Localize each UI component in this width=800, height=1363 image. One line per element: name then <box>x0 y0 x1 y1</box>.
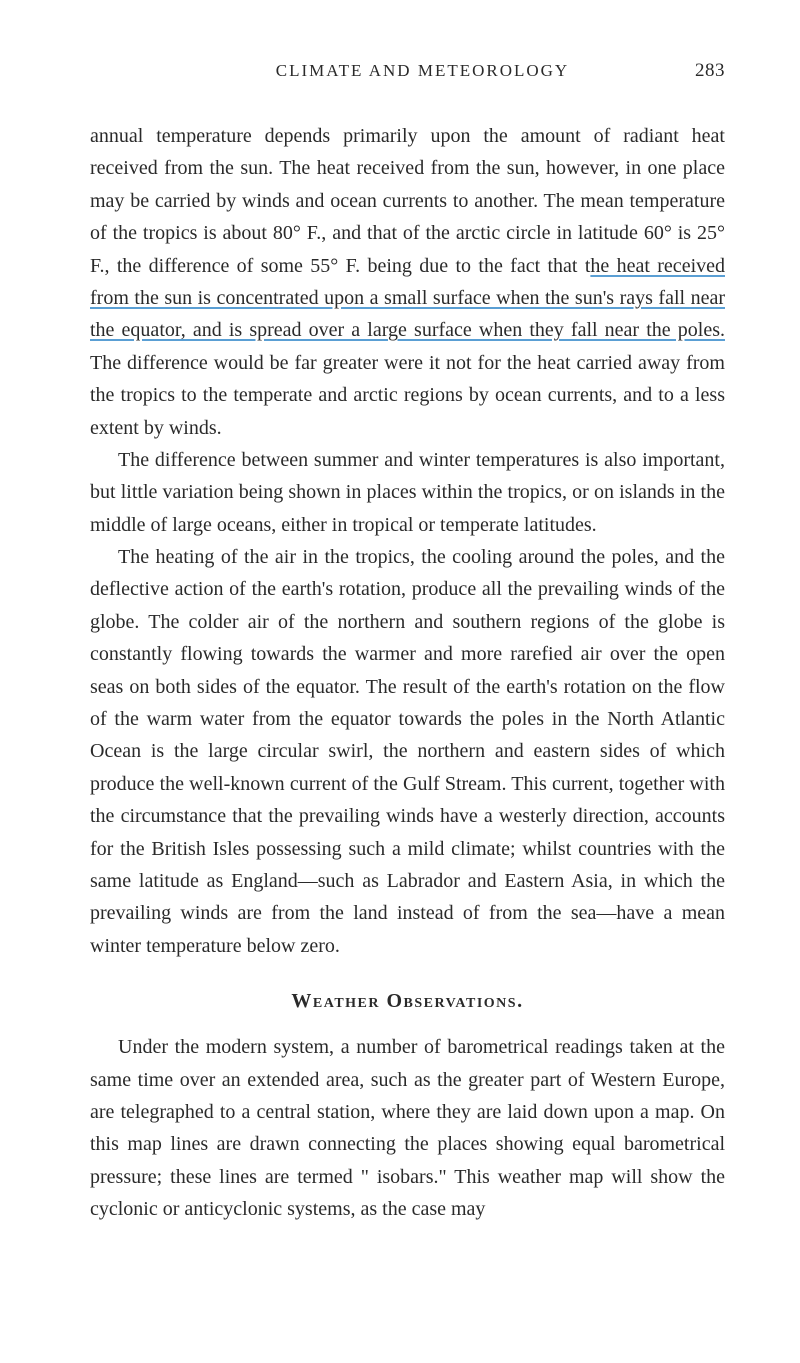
running-title: CLIMATE AND METEOROLOGY <box>90 61 695 81</box>
paragraph-2: The difference between summer and winter… <box>90 444 725 541</box>
page-content: annual temperature depends primarily upo… <box>90 120 725 1226</box>
paragraph-3: The heating of the air in the tropics, t… <box>90 541 725 962</box>
p1-post-text: The difference would be far greater were… <box>90 352 725 439</box>
paragraph-4: Under the modern system, a number of bar… <box>90 1031 725 1225</box>
paragraph-1: annual temperature depends primarily upo… <box>90 120 725 444</box>
page-header: CLIMATE AND METEOROLOGY 283 <box>90 60 725 82</box>
page-number: 283 <box>695 60 725 82</box>
section-heading: Weather Observations. <box>90 990 725 1013</box>
